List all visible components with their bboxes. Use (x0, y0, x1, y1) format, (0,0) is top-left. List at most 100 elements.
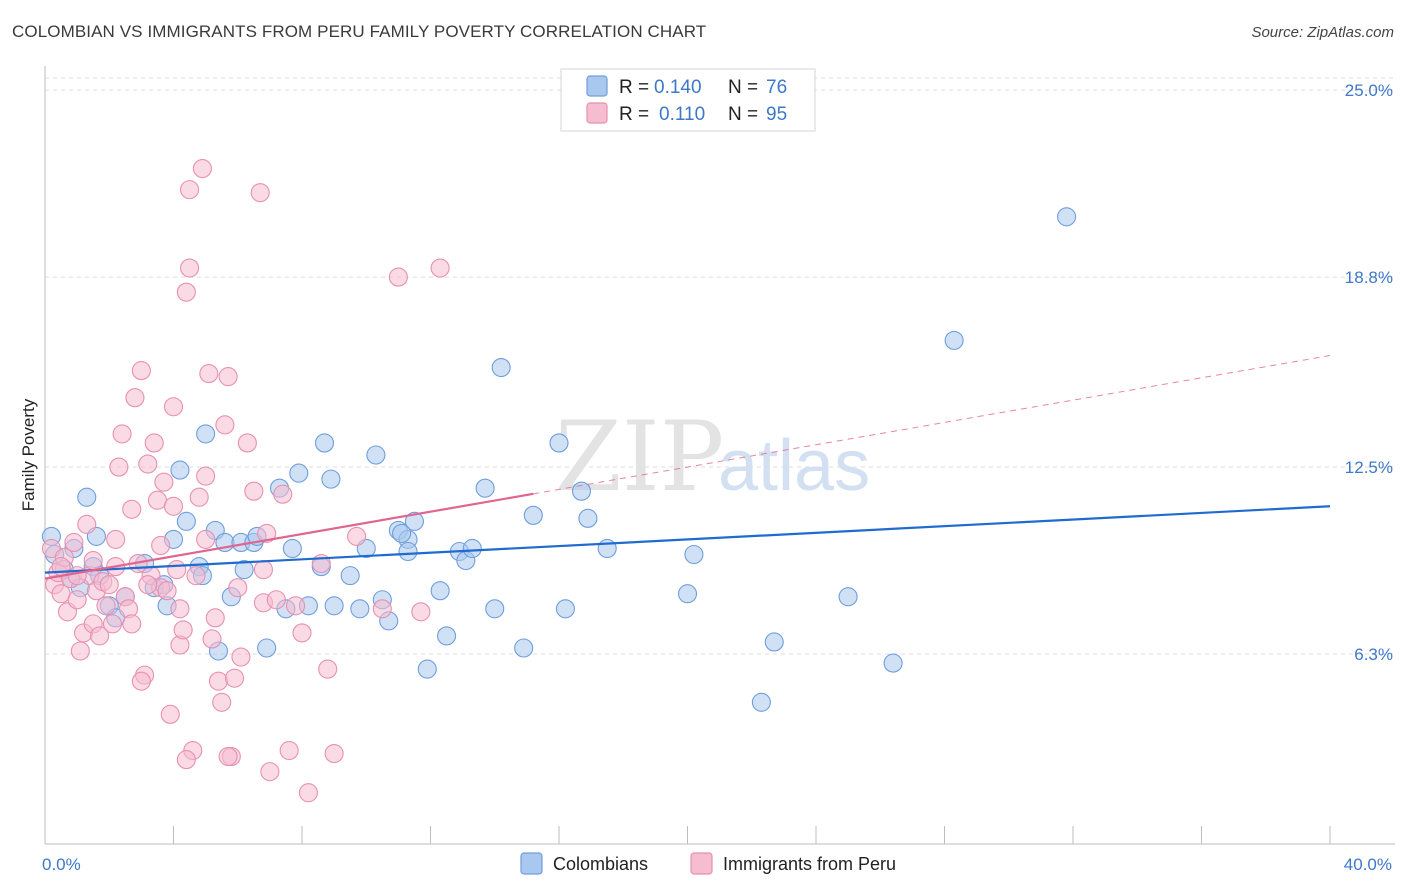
source-label: Source: ZipAtlas.com (1251, 24, 1394, 41)
colombians-point (475, 478, 495, 498)
peru-point (70, 641, 90, 661)
peru-point (163, 496, 184, 516)
colombians-point (350, 599, 370, 619)
peru-point (192, 158, 212, 179)
peru-point (154, 472, 174, 492)
peru-point (212, 692, 232, 712)
peru-point (180, 180, 200, 200)
legend-r-label-colombians: R = (619, 77, 649, 98)
peru-point (286, 596, 306, 616)
peru-point (318, 659, 338, 679)
peru-point (196, 466, 216, 486)
chart-title: COLOMBIAN VS IMMIGRANTS FROM PERU FAMILY… (12, 22, 707, 41)
peru-point (109, 457, 129, 477)
legend-swatch-peru (586, 102, 608, 124)
colombians-point (417, 659, 437, 679)
peru-point (96, 596, 116, 616)
peru-point (218, 367, 238, 387)
peru-point (266, 590, 286, 610)
colombians-point (176, 511, 196, 531)
colombians-point (514, 638, 534, 658)
colombians-point (282, 538, 302, 559)
peru-point (273, 484, 293, 504)
axes (44, 66, 1395, 845)
peru-point (215, 415, 235, 435)
peru-point (173, 620, 193, 640)
watermark-atlas: atlas (718, 426, 870, 506)
colombians-point (324, 596, 344, 616)
peru-point (157, 581, 177, 601)
colombians-point (571, 481, 592, 501)
colombians-point (684, 544, 704, 565)
legend-r-value-peru: 0.110 (659, 104, 705, 125)
colombians-point (77, 487, 97, 507)
watermark: ZIP atlas (555, 401, 870, 513)
peru-point (231, 647, 251, 667)
y-tick-label: 18.8% (1345, 268, 1393, 287)
x-ticks (44, 826, 1331, 844)
peru-point (372, 599, 392, 619)
legend-r-value-colombians: 0.140 (654, 77, 702, 98)
peru-point (176, 282, 196, 302)
colombians-point (677, 584, 698, 604)
peru-point (122, 499, 142, 519)
peru-point (167, 560, 187, 580)
colombians-point (289, 463, 309, 483)
peru-point (125, 388, 145, 408)
peru-point (106, 529, 126, 549)
peru-point (224, 668, 245, 688)
peru-point (99, 575, 119, 595)
peru-point (83, 550, 103, 571)
peru-point (324, 743, 344, 764)
peru-point (430, 258, 450, 278)
y-axis-label: Family Poverty (19, 398, 38, 511)
peru-point (90, 626, 110, 646)
colombians-point (1057, 207, 1077, 227)
bottom-legend: Colombians Immigrants from Peru (520, 852, 896, 875)
colombians-point (398, 541, 418, 562)
peru-point (64, 532, 84, 552)
peru-point (388, 267, 408, 287)
y-tick-label: 12.5% (1345, 458, 1393, 477)
peru-point (250, 183, 270, 203)
peru-point (170, 599, 190, 619)
y-tick-labels: 6.3% 12.5% 18.8% 25.0% (1345, 81, 1393, 664)
peru-trendline-dashed (533, 354, 1331, 495)
peru-point (160, 704, 180, 724)
peru-point (131, 671, 151, 691)
peru-point (131, 361, 151, 381)
bottom-legend-label-peru: Immigrants from Peru (723, 854, 896, 874)
colombians-point (234, 560, 254, 580)
colombians-point (838, 587, 858, 607)
peru-point (138, 454, 158, 474)
peru-point (257, 523, 277, 543)
colombians-trendline (44, 505, 1331, 574)
colombians-point (340, 566, 360, 586)
colombians-point (555, 599, 575, 619)
peru-point (196, 529, 216, 549)
peru-point (186, 566, 206, 586)
colombians-point (578, 508, 598, 528)
legend-n-label-peru: N = (728, 104, 758, 125)
peru-point (67, 566, 87, 586)
peru-point (77, 514, 97, 534)
peru-point (180, 258, 200, 278)
x-tick-label-min: 0.0% (42, 855, 81, 874)
peru-point (112, 424, 132, 444)
colombians-point (257, 638, 277, 658)
peru-point (202, 629, 222, 649)
peru-point (151, 535, 171, 556)
peru-point (144, 433, 164, 453)
peru-point (244, 481, 264, 501)
colombians-point (366, 445, 386, 465)
colombians-point (196, 424, 216, 444)
peru-point (260, 762, 280, 782)
peru-point (218, 747, 238, 767)
peru-point (205, 608, 225, 628)
trendlines (44, 354, 1331, 580)
colombians-point (404, 511, 424, 531)
peru-point (237, 433, 257, 453)
colombians-point (314, 433, 335, 453)
x-tick-label-max: 40.0% (1344, 855, 1392, 874)
peru-point (102, 614, 123, 634)
